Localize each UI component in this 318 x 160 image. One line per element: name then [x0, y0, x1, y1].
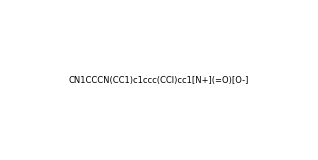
Text: CN1CCCN(CC1)c1ccc(CCl)cc1[N+](=O)[O-]: CN1CCCN(CC1)c1ccc(CCl)cc1[N+](=O)[O-] [69, 76, 249, 84]
